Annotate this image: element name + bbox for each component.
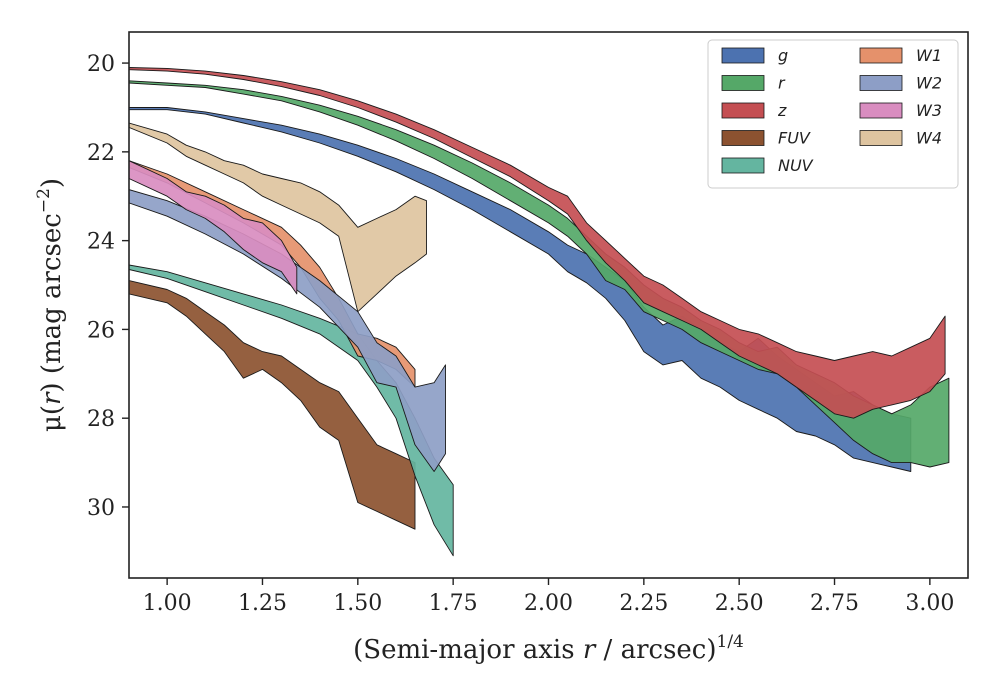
y-axis-label-var: r [37, 391, 67, 405]
y-tick-label: 22 [87, 141, 115, 166]
x-tick-label: 2.50 [715, 591, 764, 616]
legend-item-w3: W3 [859, 101, 942, 120]
legend-label: FUV [778, 129, 811, 148]
legend-item-w4: W4 [859, 129, 942, 148]
y-axis-label: μ(r) (mag arcsec−2) [34, 178, 67, 432]
y-tick-label: 24 [87, 230, 115, 255]
band-w4 [129, 122, 427, 313]
legend-swatch [721, 130, 765, 146]
band-z [129, 67, 946, 419]
x-tick-label: 1.25 [238, 591, 287, 616]
x-tick-label: 1.50 [333, 591, 382, 616]
x-tick-label: 2.75 [810, 591, 859, 616]
legend-swatch [721, 47, 765, 64]
x-tick-label: 1.75 [429, 591, 478, 616]
x-tick-label: 3.00 [905, 591, 954, 616]
plot-area [129, 67, 950, 557]
legend-swatch [721, 157, 765, 174]
y-tick-label: 20 [87, 52, 115, 77]
y-axis-label-close: ) [37, 178, 67, 188]
legend-label: z [777, 101, 787, 120]
legend-label: W3 [916, 101, 942, 120]
legend-label: W4 [916, 129, 942, 148]
legend-label: NUV [778, 156, 814, 175]
x-tick-label: 2.00 [524, 591, 573, 616]
legend-item-nuv: NUV [721, 156, 814, 175]
legend-item-r: r [721, 74, 786, 93]
legend-item-fuv: FUV [721, 129, 811, 148]
axis-ticks: 1.00 1.25 1.50 1.75 2.00 2.25 2.50 2.75 3.00 20 22… [87, 52, 954, 616]
legend-label: W2 [916, 74, 942, 93]
legend-label: r [778, 74, 786, 93]
legend-swatch [859, 102, 903, 119]
y-tick-label: 26 [87, 318, 115, 343]
band-w3 [129, 160, 298, 295]
x-axis-label-var: r [583, 635, 597, 665]
band-r [129, 80, 950, 468]
y-tick-label: 30 [87, 496, 115, 521]
legend-item-w1: W1 [859, 46, 942, 65]
legend-swatch [721, 75, 765, 91]
legend: grz FUV NUV W1 W2 W3 W4 [707, 39, 959, 189]
band-fuv [129, 280, 416, 530]
y-axis-label-mu: μ( [37, 405, 67, 432]
legend-swatch [721, 102, 765, 119]
y-axis-label-sup: −2 [34, 188, 54, 213]
legend-item-z: z [721, 101, 787, 120]
legend-item-w2: W2 [859, 74, 942, 93]
band-group [129, 67, 950, 557]
legend-label: W1 [916, 46, 942, 65]
legend-swatch [859, 75, 903, 91]
x-axis-label-pre: (Semi-major axis [353, 635, 583, 665]
x-tick-label: 1.00 [143, 591, 192, 616]
y-axis-label-mid: ) (mag arcsec [37, 213, 67, 392]
y-tick-label: 28 [87, 407, 115, 432]
legend-swatch [859, 47, 903, 64]
legend-swatch [859, 130, 903, 146]
x-axis-label-post: / arcsec) [595, 635, 716, 665]
x-axis-label: (Semi-major axis r / arcsec)1/4 [353, 632, 744, 665]
legend-item-g: g [721, 46, 788, 65]
x-tick-label: 2.25 [619, 591, 668, 616]
legend-label: g [778, 46, 788, 65]
x-axis-label-sup: 1/4 [717, 632, 744, 652]
band-nuv [129, 264, 454, 557]
band-g [129, 107, 912, 472]
